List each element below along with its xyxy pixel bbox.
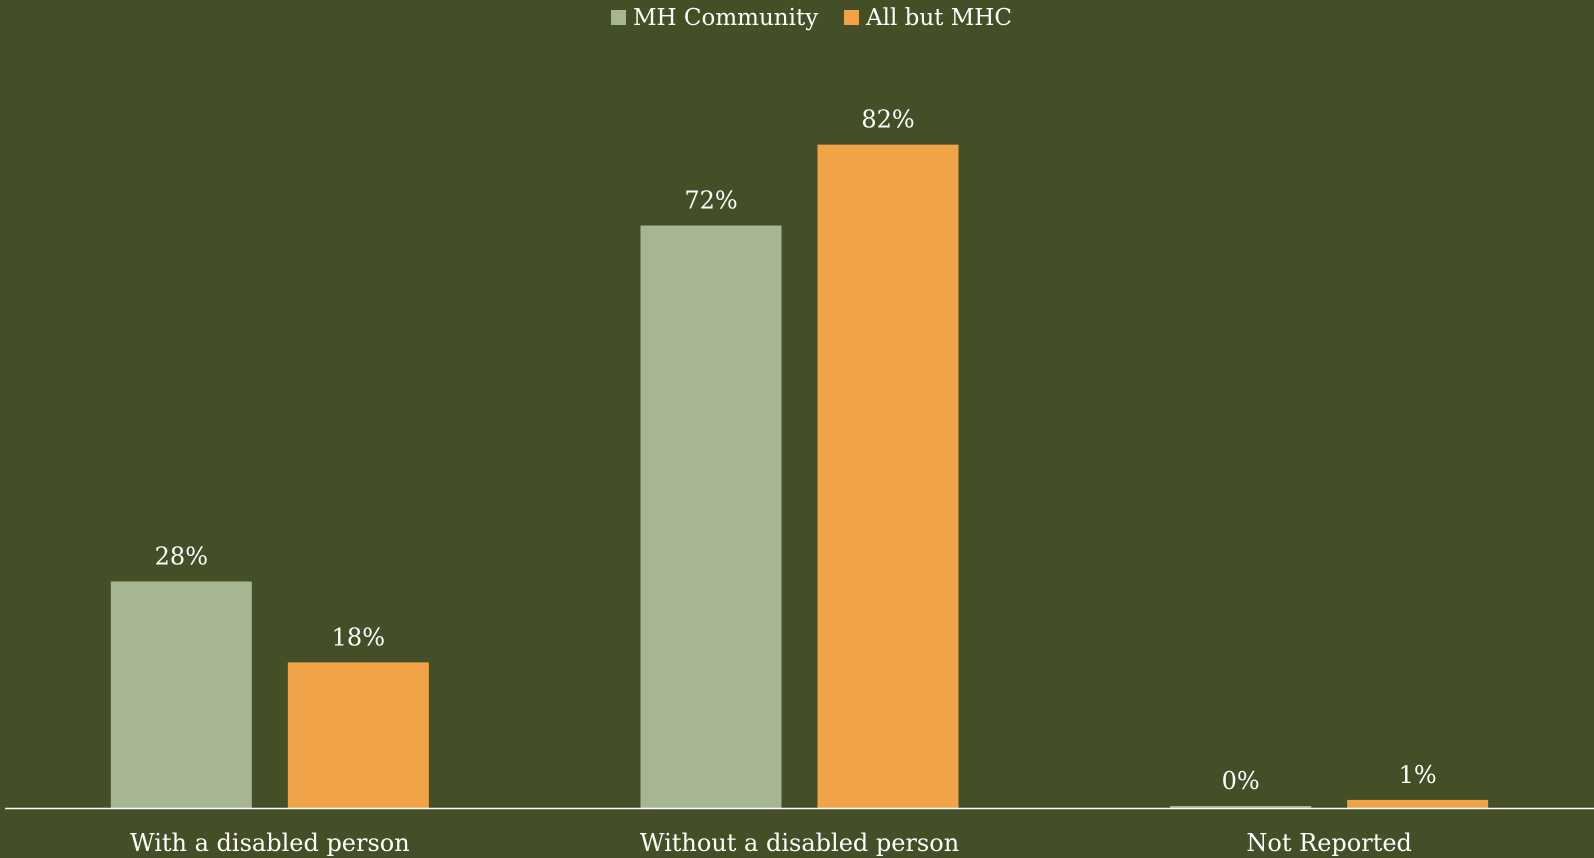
category-label-not-reported: Not Reported — [1246, 829, 1412, 857]
bar-series-group — [111, 145, 1488, 808]
category-label-with-a-disabled-person: With a disabled person — [130, 829, 410, 857]
legend-label-all-but-mhc: All but MHC — [865, 5, 1012, 31]
bar-mh-community-with-a-disabled-person — [111, 581, 252, 808]
legend-label-mh-community: MH Community — [633, 5, 818, 31]
category-label-group: With a disabled person Without a disabled… — [130, 829, 1412, 857]
legend-swatch-mh-community — [611, 10, 626, 25]
bar-mh-community-without-a-disabled-person — [641, 226, 782, 808]
data-label-all-but-mhc-without-a-disabled-person: 82% — [861, 106, 914, 134]
data-label-mh-community-without-a-disabled-person: 72% — [684, 187, 737, 215]
data-label-all-but-mhc-not-reported: 1% — [1399, 761, 1437, 789]
bar-all-but-mhc-not-reported — [1347, 800, 1488, 808]
legend-swatch-all-but-mhc — [844, 10, 859, 25]
data-label-all-but-mhc-with-a-disabled-person: 18% — [332, 623, 385, 651]
bar-all-but-mhc-without-a-disabled-person — [818, 145, 959, 808]
category-label-without-a-disabled-person: Without a disabled person — [640, 829, 959, 857]
legend: MH Community All but MHC — [611, 5, 1012, 31]
data-label-mh-community-with-a-disabled-person: 28% — [155, 542, 208, 570]
data-label-mh-community-not-reported: 0% — [1222, 767, 1260, 795]
bar-all-but-mhc-with-a-disabled-person — [288, 662, 429, 808]
bar-mh-community-not-reported — [1170, 806, 1311, 808]
